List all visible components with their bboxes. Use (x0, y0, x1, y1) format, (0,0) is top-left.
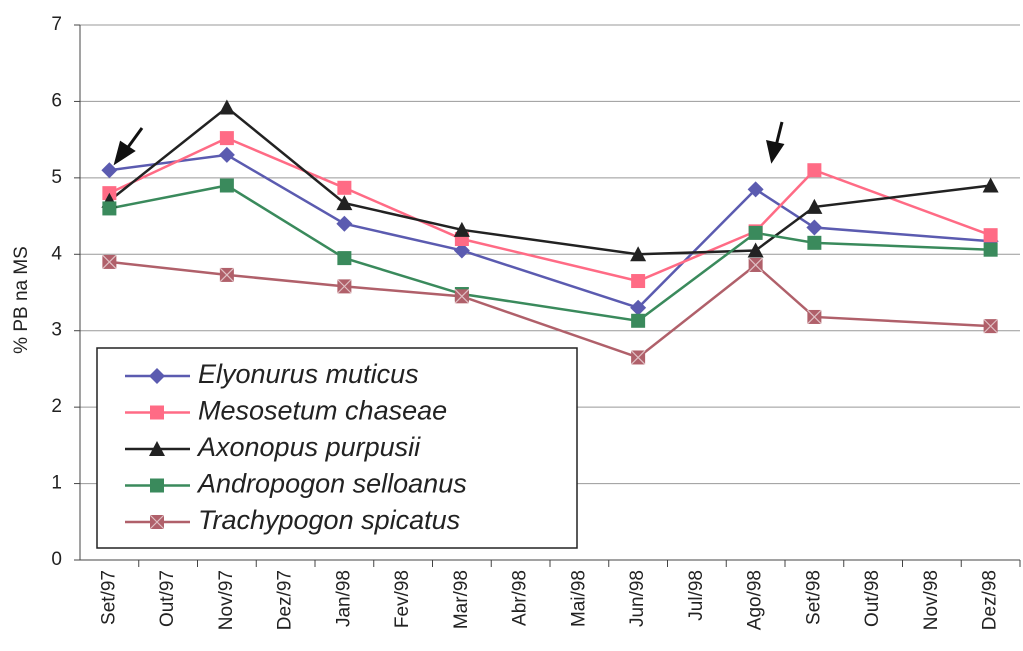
y-tick-label: 4 (51, 243, 62, 264)
x-tick-label: Jun/98 (627, 570, 648, 627)
x-tick-label: Set/98 (803, 570, 824, 625)
marker (748, 225, 763, 240)
marker (149, 368, 165, 384)
marker-cross (806, 309, 822, 325)
x-tick-label: Dez/97 (275, 570, 296, 630)
marker (806, 198, 823, 214)
marker (218, 99, 235, 115)
marker (630, 246, 647, 262)
marker-cross (101, 254, 117, 270)
series-line (109, 260, 991, 359)
marker-cross (336, 278, 352, 294)
marker (101, 162, 118, 179)
x-tick-label: Nov/98 (921, 570, 942, 630)
marker (149, 441, 165, 456)
marker-cross (454, 288, 470, 304)
x-tick-label: Out/98 (862, 570, 883, 627)
series-line (109, 153, 991, 310)
x-tick-label: Dez/98 (980, 570, 1001, 630)
x-tick-label: Out/97 (157, 570, 178, 627)
marker-cross (630, 350, 646, 365)
marker (631, 313, 646, 328)
y-tick-label: 1 (51, 473, 62, 494)
legend-label: Andropogon selloanus (196, 469, 467, 499)
y-tick-label: 6 (51, 90, 62, 111)
y-tick-label: 7 (51, 14, 62, 35)
series-line (108, 105, 991, 256)
y-tick-label: 2 (51, 396, 62, 417)
marker (453, 242, 470, 259)
legend-label: Mesosetum chaseae (198, 396, 447, 426)
y-axis-label: % PB na MS (11, 246, 32, 354)
x-tick-label: Ago/98 (745, 570, 766, 630)
marker (983, 242, 998, 257)
legend: Elyonurus muticus Mesosetum chaseae Axonop… (96, 347, 578, 549)
marker (747, 242, 764, 258)
arrow (113, 121, 785, 166)
y-tick-label: 3 (51, 320, 62, 341)
marker (631, 274, 646, 289)
marker (982, 177, 999, 193)
legend-label: Trachypogon spicatus (198, 505, 460, 535)
marker (453, 221, 470, 237)
x-tick-label: Jan/98 (333, 570, 354, 627)
marker (806, 219, 823, 236)
marker-cross (219, 267, 235, 283)
marker (337, 180, 352, 195)
x-tick-label: Fev/98 (392, 570, 413, 628)
marker (983, 228, 998, 243)
x-tick-label: Mai/98 (568, 570, 589, 627)
legend-label: Axonopus purpusii (196, 432, 421, 462)
marker (102, 201, 117, 216)
marker (747, 181, 764, 198)
x-tick-label: Nov/97 (216, 570, 237, 630)
series-line (109, 184, 991, 323)
marker (336, 215, 353, 232)
series-line (108, 136, 992, 283)
marker (150, 478, 164, 493)
marker (807, 235, 822, 250)
marker (219, 178, 234, 193)
x-tick-label: Abr/98 (510, 570, 531, 626)
marker (336, 195, 353, 211)
marker (219, 131, 234, 146)
y-tick-label: 0 (51, 549, 62, 570)
marker-cross (983, 318, 999, 334)
x-tick-label: Jul/98 (686, 570, 707, 621)
marker (807, 163, 822, 178)
marker-cross (149, 514, 165, 530)
marker-cross (748, 257, 764, 273)
marker (150, 405, 164, 420)
marker (218, 146, 235, 163)
marker (337, 251, 352, 266)
legend-label: Elyonurus muticus (198, 359, 419, 389)
y-tick-label: 5 (51, 167, 62, 188)
marker (630, 299, 647, 316)
x-tick-label: Mar/98 (451, 570, 472, 629)
x-tick-label: Set/97 (98, 570, 119, 625)
